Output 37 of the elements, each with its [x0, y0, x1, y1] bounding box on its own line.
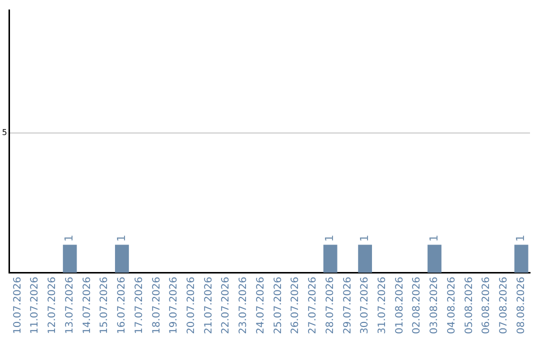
x-tick-label: 21.07.2026 — [203, 276, 214, 334]
x-tick-label: 03.08.2026 — [429, 276, 440, 334]
x-tick-label: 02.08.2026 — [412, 276, 423, 334]
x-tick-label: 12.07.2026 — [47, 276, 58, 334]
x-tick-label: 10.07.2026 — [12, 276, 24, 334]
x-tick-label: 15.07.2026 — [99, 276, 110, 334]
data-label: 1 — [427, 234, 440, 242]
x-tick-label: 14.07.2026 — [82, 276, 93, 334]
data-label: 1 — [514, 234, 528, 242]
data-label: 1 — [62, 234, 76, 242]
x-tick-label: 28.07.2026 — [324, 276, 336, 334]
x-tick-label: 30.07.2026 — [360, 276, 371, 334]
x-tick-label: 25.07.2026 — [272, 276, 284, 334]
x-tick-label: 23.07.2026 — [238, 276, 250, 334]
y-tick-label: 5 — [2, 128, 8, 138]
x-tick-label: 29.07.2026 — [342, 276, 354, 334]
x-tick-label: 22.07.2026 — [220, 276, 232, 334]
x-tick-label: 07.08.2026 — [498, 276, 510, 334]
data-label: 1 — [358, 234, 371, 242]
x-tick-label: 18.07.2026 — [151, 276, 162, 334]
x-tick-label: 06.08.2026 — [481, 276, 492, 334]
x-tick-label: 31.07.2026 — [377, 276, 388, 334]
x-tick-label: 26.07.2026 — [290, 276, 302, 334]
x-tick-label: 01.08.2026 — [394, 276, 406, 334]
data-label: 1 — [114, 234, 128, 242]
x-tick-label: 04.08.2026 — [446, 276, 458, 334]
x-tick-label: 05.08.2026 — [464, 276, 475, 334]
x-tick-label: 08.08.2026 — [516, 276, 527, 334]
x-tick-label: 27.07.2026 — [308, 276, 319, 334]
x-tick-label: 17.07.2026 — [134, 276, 145, 334]
x-tick-label: 11.07.2026 — [30, 276, 41, 334]
x-tick-label: 16.07.2026 — [116, 276, 128, 334]
data-label: 1 — [323, 234, 336, 242]
x-tick-label: 19.07.2026 — [168, 276, 180, 334]
x-tick-label: 24.07.2026 — [255, 276, 266, 334]
x-tick-label: 13.07.2026 — [64, 276, 76, 334]
x-tick-label: 20.07.2026 — [186, 276, 197, 334]
